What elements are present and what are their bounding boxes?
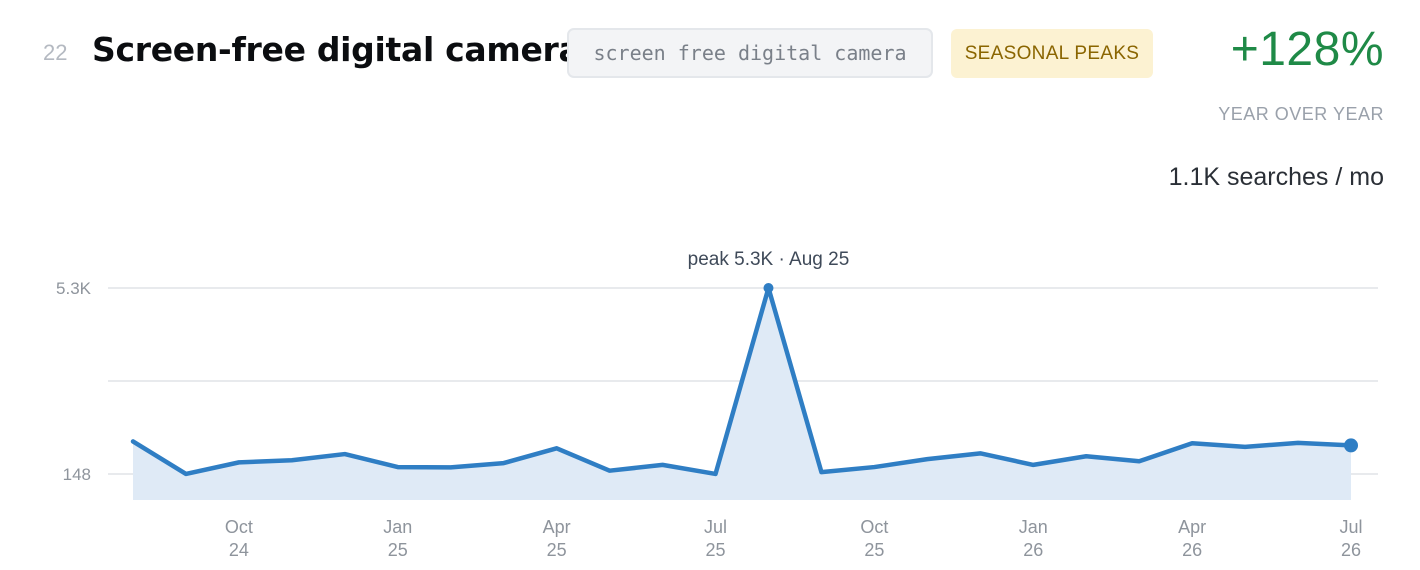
peak-annotation: peak 5.3K · Aug 25 [688,249,850,270]
x-tick-month-0: Oct [225,517,253,537]
monthly-search-volume: 1.1K searches / mo [1168,163,1384,191]
x-tick-year-5: 26 [1023,540,1043,560]
x-tick-year-2: 25 [547,540,567,560]
series-line [130,285,1354,477]
yoy-growth-label: YEAR OVER YEAR [1218,104,1384,124]
x-tick-month-6: Apr [1178,517,1206,537]
x-tick-year-4: 25 [864,540,884,560]
y-tick-label-1: 148 [63,465,91,484]
last-point-marker [1344,438,1358,453]
x-tick-month-1: Jan [383,517,412,537]
peak-marker [763,283,774,293]
search-query-chip[interactable]: screen free digital camera [567,28,933,78]
yoy-growth-value: +128% [1230,23,1384,76]
x-tick-year-6: 26 [1182,540,1202,560]
seasonal-badge: SEASONAL PEAKS [951,29,1153,78]
x-tick-month-5: Jan [1019,517,1048,537]
page-title: Screen-free digital cameras [92,30,600,69]
x-tick-month-4: Oct [860,517,888,537]
x-tick-month-2: Apr [543,517,571,537]
x-tick-year-3: 25 [706,540,726,560]
series-area [133,288,1351,500]
x-tick-year-7: 26 [1341,540,1361,560]
y-tick-label-0: 5.3K [56,279,92,298]
x-tick-year-0: 24 [229,540,249,560]
x-tick-year-1: 25 [388,540,408,560]
x-tick-month-3: Jul [704,517,727,537]
rank-number: 22 [43,40,68,65]
x-tick-month-7: Jul [1339,517,1362,537]
